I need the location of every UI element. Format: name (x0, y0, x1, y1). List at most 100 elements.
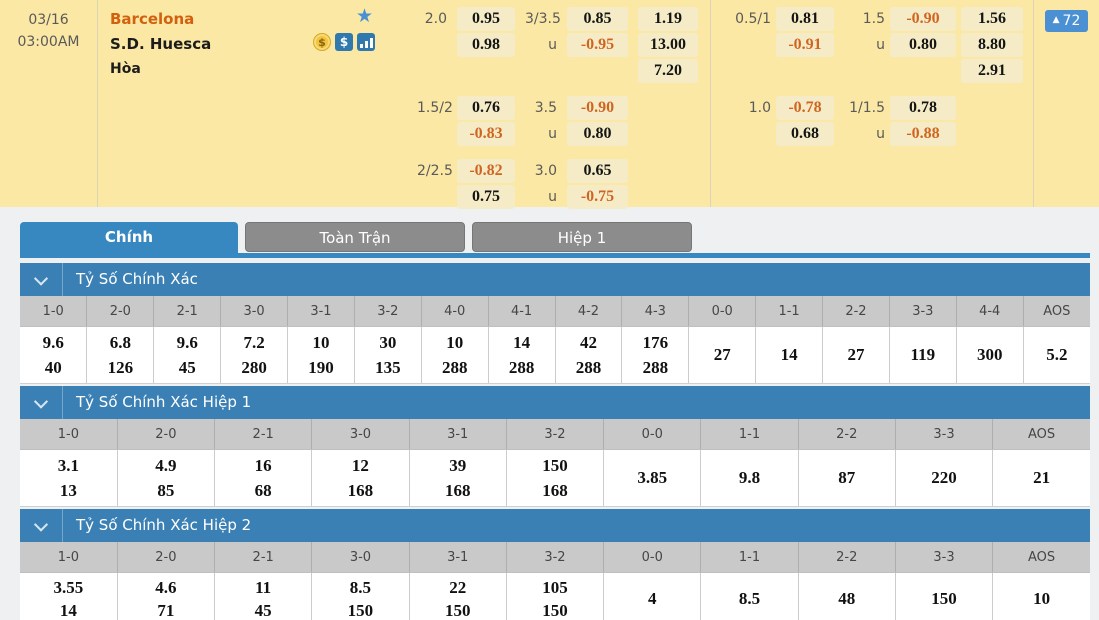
score-odds-cell[interactable]: 42 288 (554, 326, 622, 384)
score-odds-cell[interactable]: 8.5 150 (311, 572, 410, 620)
odds-value[interactable]: -0.91 (776, 33, 834, 57)
odds-top-value: 42 (579, 333, 597, 352)
score-odds-cell[interactable]: 10 (992, 572, 1090, 620)
score-odds-cell[interactable]: 3.1 13 (20, 449, 118, 507)
odds-value[interactable]: 0.80 (890, 33, 956, 57)
score-odds-cell[interactable]: 4 (603, 572, 701, 620)
collapse-toggle[interactable] (20, 386, 63, 419)
score-odds-cell[interactable]: 9.8 (700, 449, 799, 507)
score-column-header: 3-1 (408, 542, 507, 573)
score-odds-cell[interactable]: 27 (688, 326, 756, 384)
coin-icon[interactable]: $ (313, 33, 331, 51)
score-column-header: 4-3 (621, 296, 689, 327)
odds-value[interactable]: 0.78 (890, 96, 956, 120)
odds-value[interactable]: 13.00 (638, 33, 698, 57)
score-odds-cell[interactable]: 3.55 14 (20, 572, 118, 620)
odds-value[interactable]: 0.80 (567, 122, 628, 146)
tab-hiep-1[interactable]: Hiệp 1 (472, 222, 692, 252)
score-column-header: 3-1 (408, 419, 507, 450)
score-odds-cell[interactable]: 14 288 (487, 326, 555, 384)
odds-bottom-value: 168 (444, 481, 471, 500)
score-odds-cell[interactable]: 11 45 (214, 572, 312, 620)
score-odds-cell[interactable]: 220 (894, 449, 993, 507)
collapse-toggle[interactable] (20, 263, 63, 296)
odds-line-label: 2/2.5 (417, 163, 453, 179)
odds-value[interactable]: -0.95 (567, 33, 628, 57)
score-odds-cell[interactable]: 150 (894, 572, 993, 620)
score-odds-cell[interactable]: 6.8 126 (86, 326, 154, 384)
score-row: 3.55 14 4.6 71 11 45 8.5 150 22 150 105 150 4 8.5 48 15… (20, 572, 1090, 620)
odds-single-value: 9.8 (738, 468, 761, 487)
odds-value[interactable]: 0.68 (776, 122, 834, 146)
odds-line-label: u (548, 37, 557, 53)
odds-value[interactable]: -0.88 (890, 122, 956, 146)
odds-group: 2/2.5 -0.82 3.0 0.65 0.75 u -0.75 (417, 159, 710, 209)
odds-value[interactable]: -0.78 (776, 96, 834, 120)
score-odds-cell[interactable]: 300 (955, 326, 1024, 384)
odds-value[interactable]: 0.76 (457, 96, 515, 120)
score-odds-cell[interactable]: 30 135 (353, 326, 422, 384)
score-odds-cell[interactable]: 9.6 45 (153, 326, 221, 384)
score-odds-cell[interactable]: 27 (822, 326, 890, 384)
odds-value[interactable]: -0.82 (457, 159, 515, 183)
score-odds-cell[interactable]: 7.2 280 (220, 326, 288, 384)
favorite-star-icon[interactable]: ★ (355, 5, 373, 27)
score-odds-cell[interactable]: 4.6 71 (116, 572, 215, 620)
score-odds-cell[interactable]: 39 168 (408, 449, 507, 507)
odds-change-badge[interactable]: ▲ 72 (1044, 9, 1089, 32)
score-column-header: 1-0 (20, 419, 118, 450)
score-header-row: 1-0 2-0 2-1 3-0 3-1 3-2 0-0 1-1 2-2 3-3 AOS (20, 419, 1090, 450)
odds-top-value: 9.6 (176, 333, 198, 352)
odds-value[interactable]: 2.91 (961, 59, 1023, 83)
bar-chart-icon[interactable] (357, 33, 375, 51)
home-team-name[interactable]: Barcelona (110, 10, 195, 28)
odds-value[interactable]: 0.98 (457, 33, 515, 57)
odds-value[interactable]: -0.90 (890, 7, 956, 31)
score-odds-cell[interactable]: 87 (797, 449, 896, 507)
odds-value[interactable]: -0.75 (567, 185, 628, 209)
odds-value[interactable]: 0.65 (567, 159, 628, 183)
score-odds-cell[interactable]: 3.85 (603, 449, 701, 507)
score-odds-cell[interactable]: 176 288 (621, 326, 689, 384)
score-odds-cell[interactable]: 10 190 (287, 326, 355, 384)
score-odds-cell[interactable]: 16 68 (214, 449, 312, 507)
score-odds-cell[interactable]: 8.5 (700, 572, 799, 620)
score-odds-cell[interactable]: 119 (888, 326, 957, 384)
odds-top-value: 10 (446, 333, 464, 352)
odds-bottom-value: 288 (508, 358, 535, 377)
score-odds-cell[interactable]: 10 288 (420, 326, 489, 384)
score-odds-cell[interactable]: 9.6 40 (20, 326, 87, 384)
score-section: Tỷ Số Chính Xác Hiệp 2 1-0 2-0 2-1 3-0 3-1 3-2… (20, 509, 1090, 620)
score-odds-cell[interactable]: 22 150 (408, 572, 507, 620)
chevron-down-icon (33, 517, 49, 532)
odds-value[interactable]: 0.81 (776, 7, 834, 31)
odds-value[interactable]: 0.75 (457, 185, 515, 209)
score-odds-cell[interactable]: 4.9 85 (116, 449, 215, 507)
collapse-toggle[interactable] (20, 509, 63, 542)
tab-toan-tran[interactable]: Toàn Trận (245, 222, 465, 252)
odds-value[interactable]: -0.90 (567, 96, 628, 120)
odds-value[interactable]: 0.85 (567, 7, 628, 31)
dollar-icon[interactable]: $ (335, 33, 353, 51)
score-odds-cell[interactable]: 21 (992, 449, 1090, 507)
score-odds-cell[interactable]: 14 (755, 326, 823, 384)
odds-line-label: 3.0 (534, 163, 557, 179)
odds-top-value: 4.6 (155, 578, 177, 597)
score-odds-cell[interactable]: 150 168 (505, 449, 604, 507)
odds-top-value: 12 (351, 456, 369, 475)
away-team-name[interactable]: S.D. Huesca (110, 35, 212, 53)
odds-value[interactable]: -0.83 (457, 122, 515, 146)
match-time: 03:00AM (17, 34, 80, 50)
odds-value[interactable]: 1.56 (961, 7, 1023, 31)
odds-value[interactable]: 7.20 (638, 59, 698, 83)
score-odds-cell[interactable]: 5.2 (1022, 326, 1090, 384)
score-odds-cell[interactable]: 48 (797, 572, 896, 620)
score-odds-cell[interactable]: 105 150 (505, 572, 604, 620)
odds-value[interactable]: 8.80 (961, 33, 1023, 57)
tab-chinh[interactable]: Chính (20, 222, 238, 258)
score-odds-cell[interactable]: 12 168 (311, 449, 410, 507)
odds-value[interactable]: 0.95 (457, 7, 515, 31)
score-column-header: 2-2 (797, 542, 896, 573)
odds-line-label (733, 122, 771, 146)
odds-value[interactable]: 1.19 (638, 7, 698, 31)
